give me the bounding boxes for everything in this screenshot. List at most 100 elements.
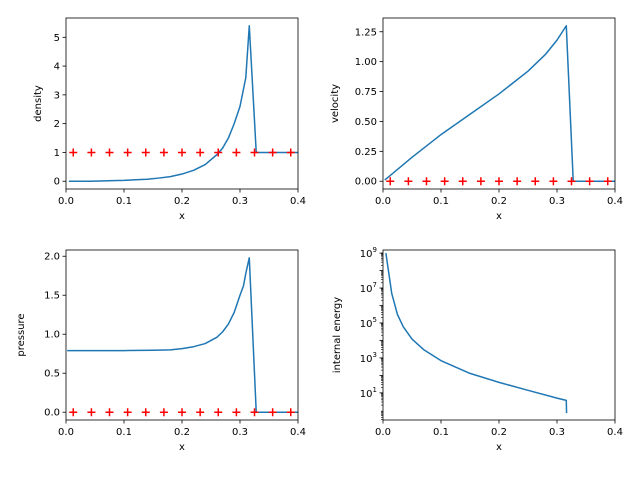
x-tick-label: 0.4 — [290, 196, 306, 207]
y-tick-exponent: 5 — [373, 316, 377, 324]
y-tick-label: 1.5 — [44, 291, 60, 302]
y-tick-label: 0.25 — [355, 147, 377, 158]
data-point-marker — [286, 408, 295, 417]
data-point-marker — [585, 177, 594, 186]
data-point-marker — [404, 177, 413, 186]
y-tick-exponent: 7 — [373, 281, 377, 289]
data-point-marker — [268, 408, 277, 417]
y-tick-label: 0.0 — [44, 408, 60, 419]
data-point-marker — [214, 148, 223, 157]
y-tick-label: 0.5 — [44, 369, 60, 380]
data-line — [68, 25, 298, 182]
x-axis-label: x — [179, 211, 185, 222]
y-tick-exponent: 9 — [373, 246, 377, 254]
data-point-marker — [159, 148, 168, 157]
y-tick-label: 0.75 — [355, 87, 377, 98]
y-tick-label: 107 — [360, 281, 377, 295]
axes-frame — [382, 17, 616, 190]
data-point-marker — [250, 148, 259, 157]
x-tick-label: 0.3 — [549, 196, 565, 207]
x-tick-label: 0.2 — [174, 427, 190, 438]
y-tick-exponent: 1 — [373, 386, 377, 394]
subplot-4: 0.0 0.1 0.2 0.3 0.4101103105107109xinternal … — [332, 246, 623, 453]
subplot-2: 0.0 0.1 0.2 0.3 0.4 0.00 0.25 0.50 0.75 1.00 1.25 x… — [330, 17, 623, 222]
data-point-marker — [178, 408, 186, 417]
data-point-marker — [196, 148, 205, 157]
subplot-1: 0.0 0.1 0.2 0.3 0.4 0 1 2 3 4 5 x density — [33, 17, 306, 222]
x-axis-label: x — [496, 211, 502, 222]
data-point-marker — [105, 408, 114, 417]
data-point-marker — [422, 177, 431, 186]
data-point-marker — [386, 177, 395, 186]
y-tick-label: 101 — [360, 386, 377, 400]
data-point-marker — [286, 148, 295, 157]
x-tick-label: 0.4 — [607, 427, 623, 438]
data-point-marker — [440, 177, 449, 186]
data-point-marker — [69, 148, 78, 157]
y-axis-label: pressure — [16, 313, 27, 356]
y-tick-label: 5 — [54, 33, 60, 44]
x-tick-label: 0.3 — [232, 427, 248, 438]
data-point-marker — [214, 408, 223, 417]
x-axis-label: x — [179, 442, 185, 453]
data-point-marker — [141, 408, 150, 417]
y-tick-label: 105 — [360, 316, 377, 330]
data-point-marker — [196, 408, 205, 417]
y-axis-label: density — [33, 85, 44, 122]
data-point-marker — [123, 408, 132, 417]
y-tick-base: 10 — [360, 354, 373, 365]
y-tick-label: 1.25 — [355, 27, 377, 38]
x-tick-label: 0.1 — [433, 196, 449, 207]
data-point-marker — [178, 148, 186, 157]
data-point-marker — [531, 177, 540, 186]
y-tick-label: 0 — [54, 177, 60, 188]
x-tick-label: 0.2 — [174, 196, 190, 207]
axes-frame — [65, 17, 299, 190]
y-tick-exponent: 3 — [373, 351, 377, 359]
axes-frame — [65, 249, 299, 421]
data-line — [67, 257, 298, 413]
data-point-marker — [87, 408, 96, 417]
axes-frame — [382, 249, 616, 421]
data-point-marker — [495, 177, 503, 186]
x-tick-label: 0.2 — [491, 427, 507, 438]
x-tick-label: 0.1 — [116, 196, 132, 207]
subplot-3: 0.0 0.1 0.2 0.3 0.4 0.0 0.5 1.0 1.5 2.0 x pressure — [16, 249, 306, 453]
y-tick-label: 1.00 — [355, 57, 377, 68]
x-tick-label: 0.3 — [232, 196, 248, 207]
y-tick-label: 4 — [54, 62, 60, 73]
x-tick-label: 0.0 — [58, 427, 74, 438]
y-tick-label: 0.00 — [355, 177, 377, 188]
data-point-marker — [250, 408, 259, 417]
y-tick-base: 10 — [360, 284, 373, 295]
y-tick-label: 0.50 — [355, 117, 377, 128]
x-tick-label: 0.1 — [116, 427, 132, 438]
y-axis-label: internal energy — [332, 297, 343, 373]
data-point-marker — [105, 148, 114, 157]
x-tick-label: 0.4 — [290, 427, 306, 438]
data-point-marker — [123, 148, 132, 157]
y-tick-base: 10 — [360, 389, 373, 400]
data-point-marker — [603, 177, 612, 186]
data-line — [385, 252, 568, 414]
data-point-marker — [268, 148, 277, 157]
x-tick-label: 0.3 — [549, 427, 565, 438]
y-tick-label: 1.0 — [44, 330, 60, 341]
data-point-marker — [476, 177, 485, 186]
data-point-marker — [549, 177, 558, 186]
data-point-marker — [141, 148, 150, 157]
x-tick-label: 0.0 — [375, 196, 391, 207]
data-point-marker — [232, 408, 241, 417]
x-tick-label: 0.0 — [375, 427, 391, 438]
data-point-marker — [69, 408, 78, 417]
y-tick-label: 109 — [360, 246, 377, 260]
data-point-marker — [567, 177, 576, 186]
data-point-marker — [159, 408, 168, 417]
x-tick-label: 0.4 — [607, 196, 623, 207]
y-tick-base: 10 — [360, 319, 373, 330]
x-tick-label: 0.0 — [58, 196, 74, 207]
x-axis-label: x — [496, 442, 502, 453]
y-tick-base: 10 — [360, 249, 373, 260]
x-tick-label: 0.1 — [433, 427, 449, 438]
